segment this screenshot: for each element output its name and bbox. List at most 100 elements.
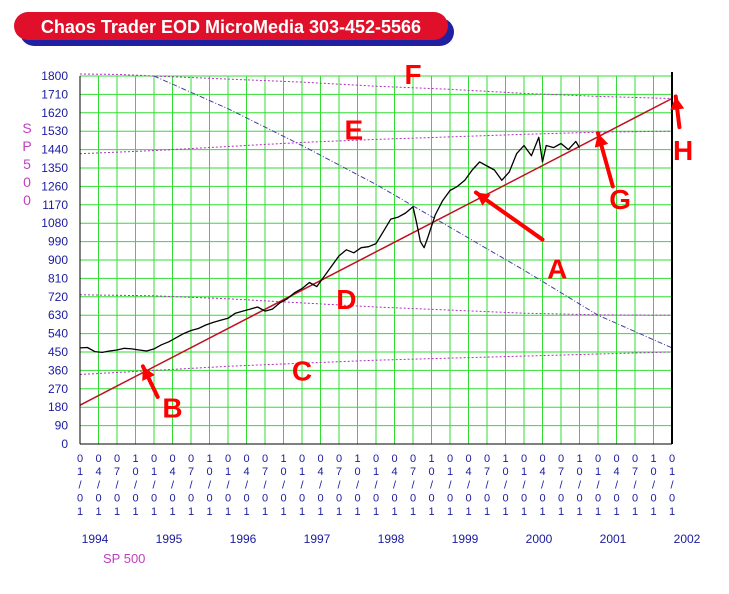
x-year-label: 1994 bbox=[82, 532, 109, 546]
x-tick-digit: / bbox=[152, 479, 156, 491]
arrow-head bbox=[670, 96, 685, 111]
x-tick-digit: 1 bbox=[169, 506, 175, 518]
x-tick-digit: 4 bbox=[95, 466, 101, 478]
y-axis-label-char: 5 bbox=[23, 156, 31, 172]
x-tick-digit: / bbox=[596, 479, 600, 491]
y-tick-label: 630 bbox=[48, 308, 68, 322]
x-tick-digit: 1 bbox=[354, 453, 360, 465]
price-series-group bbox=[79, 136, 581, 354]
y-tick-label: 1080 bbox=[41, 216, 68, 230]
x-tick-digit: 0 bbox=[484, 493, 490, 505]
x-tick-digit: 1 bbox=[650, 506, 656, 518]
x-tick-digit: 0 bbox=[243, 493, 249, 505]
x-tick-digit: 1 bbox=[206, 453, 212, 465]
x-tick-digit: 7 bbox=[632, 466, 638, 478]
annotation-label-a: A bbox=[547, 253, 567, 284]
x-tick-digit: 0 bbox=[225, 493, 231, 505]
y-tick-label: 1530 bbox=[41, 124, 68, 138]
x-tick-digit: 0 bbox=[521, 493, 527, 505]
x-tick-digit: 1 bbox=[484, 506, 490, 518]
x-tick-digit: 0 bbox=[169, 453, 175, 465]
annotation-label-d: D bbox=[336, 284, 356, 315]
x-tick-digit: 0 bbox=[650, 466, 656, 478]
arrow-head bbox=[475, 192, 491, 206]
annotation-arrow bbox=[594, 131, 615, 189]
x-tick-digit: / bbox=[134, 479, 138, 491]
y-tick-label: 1800 bbox=[41, 69, 68, 83]
x-tick-digit: 1 bbox=[373, 466, 379, 478]
x-tick-digit: 1 bbox=[354, 506, 360, 518]
x-tick-digit: 1 bbox=[428, 506, 434, 518]
y-axis-label: SP 5 0 0 bbox=[22, 120, 31, 208]
banner-title: Chaos Trader EOD MicroMedia 303-452-5566 bbox=[41, 17, 421, 37]
x-tick-digit: 1 bbox=[632, 506, 638, 518]
y-tick-label: 360 bbox=[48, 363, 68, 377]
x-tick-digit: 0 bbox=[576, 466, 582, 478]
y-tick-labels: 0 90 180 270 360 450 540 630 720 810 900 990 1080 117… bbox=[41, 69, 68, 451]
x-tick-digit: 0 bbox=[206, 466, 212, 478]
annotation-labels: A B C D E F G H bbox=[162, 59, 693, 423]
diagonal-curve bbox=[153, 75, 673, 349]
x-tick-digit: / bbox=[263, 479, 267, 491]
x-tick-digit: 0 bbox=[576, 493, 582, 505]
annotation-arrow bbox=[473, 190, 545, 242]
x-tick-digit: 1 bbox=[539, 506, 545, 518]
x-tick-digit: 0 bbox=[465, 453, 471, 465]
x-tick-digit: 1 bbox=[595, 506, 601, 518]
y-axis-label-char: 0 bbox=[23, 174, 31, 190]
x-tick-digit: 7 bbox=[558, 466, 564, 478]
annotation-label-c: C bbox=[292, 356, 312, 387]
y-tick-label: 450 bbox=[48, 345, 68, 359]
x-tick-digit: / bbox=[615, 479, 619, 491]
x-tick-digit: 4 bbox=[613, 466, 619, 478]
x-tick-digit: 0 bbox=[632, 453, 638, 465]
x-tick-digit: 4 bbox=[243, 466, 249, 478]
x-tick-digit: 0 bbox=[410, 493, 416, 505]
x-tick-digit: / bbox=[226, 479, 230, 491]
x-tick-digit: 1 bbox=[188, 506, 194, 518]
x-tick-digit: 0 bbox=[502, 466, 508, 478]
y-tick-label: 900 bbox=[48, 253, 68, 267]
x-tick-digit: / bbox=[97, 479, 101, 491]
x-tick-digit: / bbox=[300, 479, 304, 491]
x-tick-digit: 1 bbox=[225, 466, 231, 478]
x-tick-digit: 0 bbox=[151, 493, 157, 505]
x-tick-digit: 0 bbox=[225, 453, 231, 465]
arc-curve bbox=[79, 351, 673, 375]
x-tick-digit: / bbox=[393, 479, 397, 491]
x-tick-digit: / bbox=[430, 479, 434, 491]
y-tick-label: 180 bbox=[48, 400, 68, 414]
annotation-label-h: H bbox=[673, 135, 693, 166]
x-tick-digit: 0 bbox=[169, 493, 175, 505]
arc-curve bbox=[79, 294, 673, 316]
x-year-label: 1995 bbox=[156, 532, 183, 546]
x-axis-label: SP 500 bbox=[103, 551, 145, 566]
chart-grid bbox=[79, 75, 673, 445]
x-tick-digit: 0 bbox=[132, 493, 138, 505]
arrow-shaft bbox=[473, 190, 545, 242]
trend-line bbox=[79, 97, 673, 406]
annotation-arrow bbox=[670, 94, 685, 130]
x-tick-digit: 0 bbox=[465, 493, 471, 505]
x-tick-digit: 1 bbox=[280, 453, 286, 465]
x-tick-digit: 0 bbox=[77, 453, 83, 465]
x-tick-digit: / bbox=[115, 479, 119, 491]
x-tick-digit: 0 bbox=[391, 493, 397, 505]
x-tick-digit: 1 bbox=[465, 506, 471, 518]
x-tick-digit: 0 bbox=[336, 493, 342, 505]
x-tick-digit: 0 bbox=[632, 493, 638, 505]
x-tick-digit: 0 bbox=[539, 493, 545, 505]
price-line bbox=[79, 136, 581, 354]
x-tick-digit: 7 bbox=[484, 466, 490, 478]
x-tick-digit: 0 bbox=[539, 453, 545, 465]
x-year-label: 2002 bbox=[674, 532, 701, 546]
x-tick-digit: 0 bbox=[114, 493, 120, 505]
x-tick-digit: 0 bbox=[280, 466, 286, 478]
x-tick-digit: 0 bbox=[391, 453, 397, 465]
x-tick-digit: 1 bbox=[410, 506, 416, 518]
y-tick-label: 1350 bbox=[41, 161, 68, 175]
y-axis-label-char: 0 bbox=[23, 192, 31, 208]
y-axis-label-char: P bbox=[22, 138, 31, 154]
x-tick-digit: 1 bbox=[669, 466, 675, 478]
x-tick-digit: / bbox=[208, 479, 212, 491]
